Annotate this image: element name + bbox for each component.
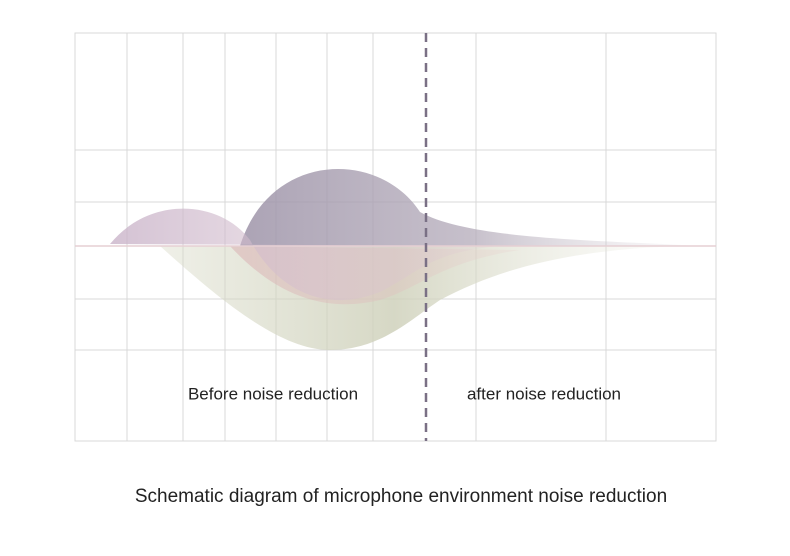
wave	[240, 169, 700, 246]
wave	[110, 208, 500, 301]
caption: Schematic diagram of microphone environm…	[135, 486, 667, 507]
before-label: Before noise reduction	[188, 384, 358, 403]
grid	[74, 32, 717, 442]
waves	[75, 169, 716, 350]
after-label: after noise reduction	[467, 384, 621, 403]
grid-frame	[74, 32, 717, 442]
